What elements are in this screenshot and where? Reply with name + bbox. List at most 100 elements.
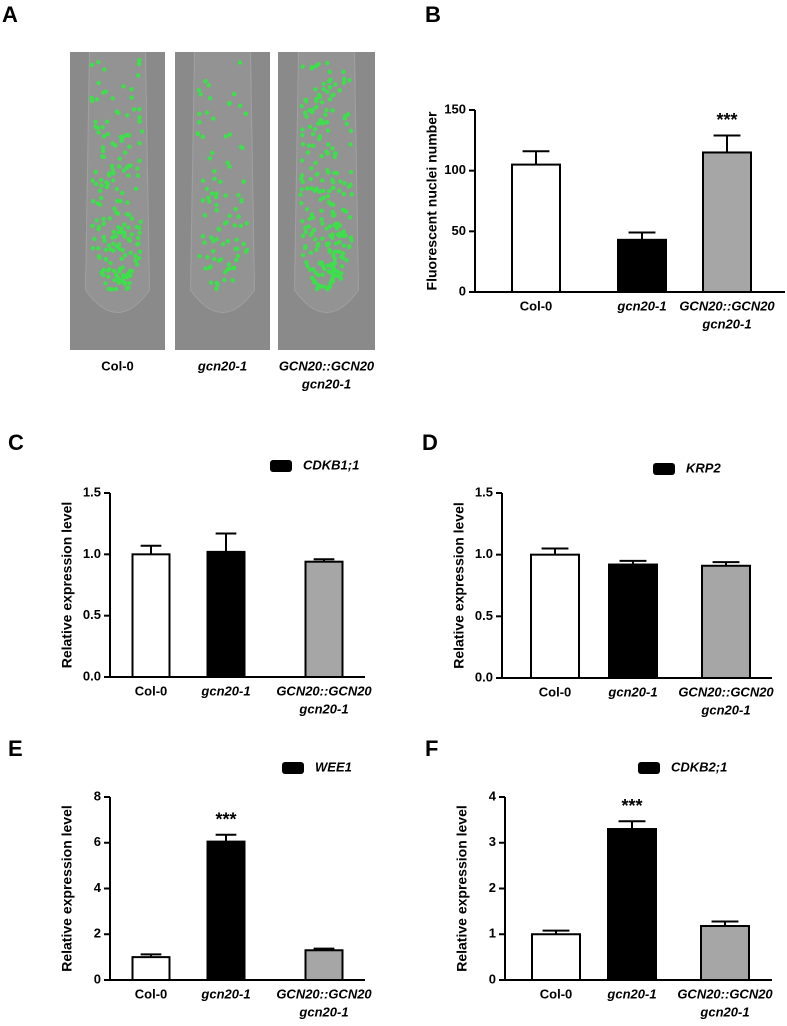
nucleus xyxy=(310,275,315,281)
nucleus xyxy=(137,158,142,163)
nucleus xyxy=(211,239,216,244)
nucleus xyxy=(136,73,141,78)
nucleus xyxy=(300,252,306,258)
nucleus xyxy=(120,247,125,253)
nucleus xyxy=(119,138,124,144)
nucleus xyxy=(103,247,109,253)
nucleus xyxy=(128,250,133,256)
nucleus xyxy=(305,263,310,269)
nucleus xyxy=(330,278,336,284)
bar xyxy=(617,238,667,293)
x-tick-label: gcn20-1 xyxy=(701,316,751,331)
nucleus xyxy=(105,181,111,187)
nucleus xyxy=(317,136,322,142)
nucleus xyxy=(210,150,215,156)
nucleus xyxy=(224,220,229,225)
y-tick-label: 0 xyxy=(94,971,101,986)
nucleus xyxy=(135,166,140,171)
nucleus xyxy=(207,265,212,270)
panel-label: C xyxy=(8,430,24,455)
nucleus xyxy=(111,171,116,176)
nucleus xyxy=(316,272,321,278)
nucleus xyxy=(337,88,342,93)
nucleus xyxy=(342,116,348,121)
nucleus xyxy=(320,272,325,277)
nucleus xyxy=(126,271,131,276)
y-tick-label: 50 xyxy=(452,223,466,238)
nucleus xyxy=(96,80,101,86)
nucleus xyxy=(208,280,214,285)
nucleus xyxy=(230,278,235,283)
bar xyxy=(131,956,171,981)
nucleus xyxy=(106,267,112,272)
nucleus xyxy=(342,76,347,82)
nucleus xyxy=(114,244,120,249)
bar xyxy=(511,163,561,294)
nucleus xyxy=(333,241,339,246)
nucleus xyxy=(135,262,140,267)
nucleus xyxy=(332,151,338,156)
nucleus xyxy=(121,168,127,173)
nucleus xyxy=(223,193,228,198)
nucleus xyxy=(241,179,246,184)
nucleus xyxy=(321,86,326,92)
nucleus xyxy=(216,226,221,232)
nucleus xyxy=(111,241,116,246)
nucleus xyxy=(312,188,318,193)
nucleus xyxy=(330,108,335,113)
nucleus xyxy=(131,107,137,112)
nucleus xyxy=(325,89,330,94)
bar xyxy=(206,550,246,679)
nucleus xyxy=(206,195,211,200)
nucleus xyxy=(103,256,109,262)
y-axis-label: Relative expression level xyxy=(454,805,470,972)
nucleus xyxy=(333,82,338,87)
nucleus xyxy=(202,240,207,245)
y-axis-label: Relative expression level xyxy=(59,502,75,669)
nucleus xyxy=(137,58,142,63)
nucleus xyxy=(305,186,310,191)
nucleus xyxy=(136,61,142,67)
nucleus xyxy=(204,110,210,115)
nucleus xyxy=(215,282,220,287)
nucleus xyxy=(137,249,143,254)
nucleus xyxy=(299,132,305,138)
nucleus xyxy=(319,217,324,222)
nucleus xyxy=(121,84,126,89)
nucleus xyxy=(92,236,97,242)
nucleus xyxy=(315,171,320,177)
nucleus xyxy=(312,279,317,285)
nucleus xyxy=(227,164,232,169)
nucleus xyxy=(99,195,104,201)
caption: gcn20-1 xyxy=(197,358,247,373)
nucleus xyxy=(135,173,141,178)
nucleus xyxy=(332,250,337,255)
x-tick-label: gcn20-1 xyxy=(200,986,250,1001)
legend-swatch xyxy=(653,463,675,475)
nucleus xyxy=(324,120,329,125)
nucleus xyxy=(110,178,116,183)
nucleus xyxy=(212,169,217,174)
legend-label: CDKB1;1 xyxy=(303,457,359,472)
nucleus xyxy=(218,257,224,262)
nucleus xyxy=(137,141,142,146)
x-tick-label: Col-0 xyxy=(135,683,168,698)
nucleus xyxy=(316,61,321,67)
nucleus xyxy=(114,210,119,215)
bar xyxy=(701,564,751,679)
y-tick-label: 1.5 xyxy=(83,484,101,499)
nucleus xyxy=(106,286,111,292)
x-tick-label: GCN20::GCN20 xyxy=(276,986,372,1001)
panel-label: A xyxy=(2,2,18,27)
nucleus xyxy=(311,143,316,149)
nucleus xyxy=(119,256,124,261)
nucleus xyxy=(232,91,237,97)
nucleus xyxy=(324,149,329,154)
nucleus xyxy=(325,194,331,199)
nucleus xyxy=(207,156,212,161)
nucleus xyxy=(303,225,308,231)
nucleus xyxy=(299,173,305,178)
nucleus xyxy=(90,246,96,251)
nucleus xyxy=(101,134,107,139)
nucleus xyxy=(308,176,313,182)
